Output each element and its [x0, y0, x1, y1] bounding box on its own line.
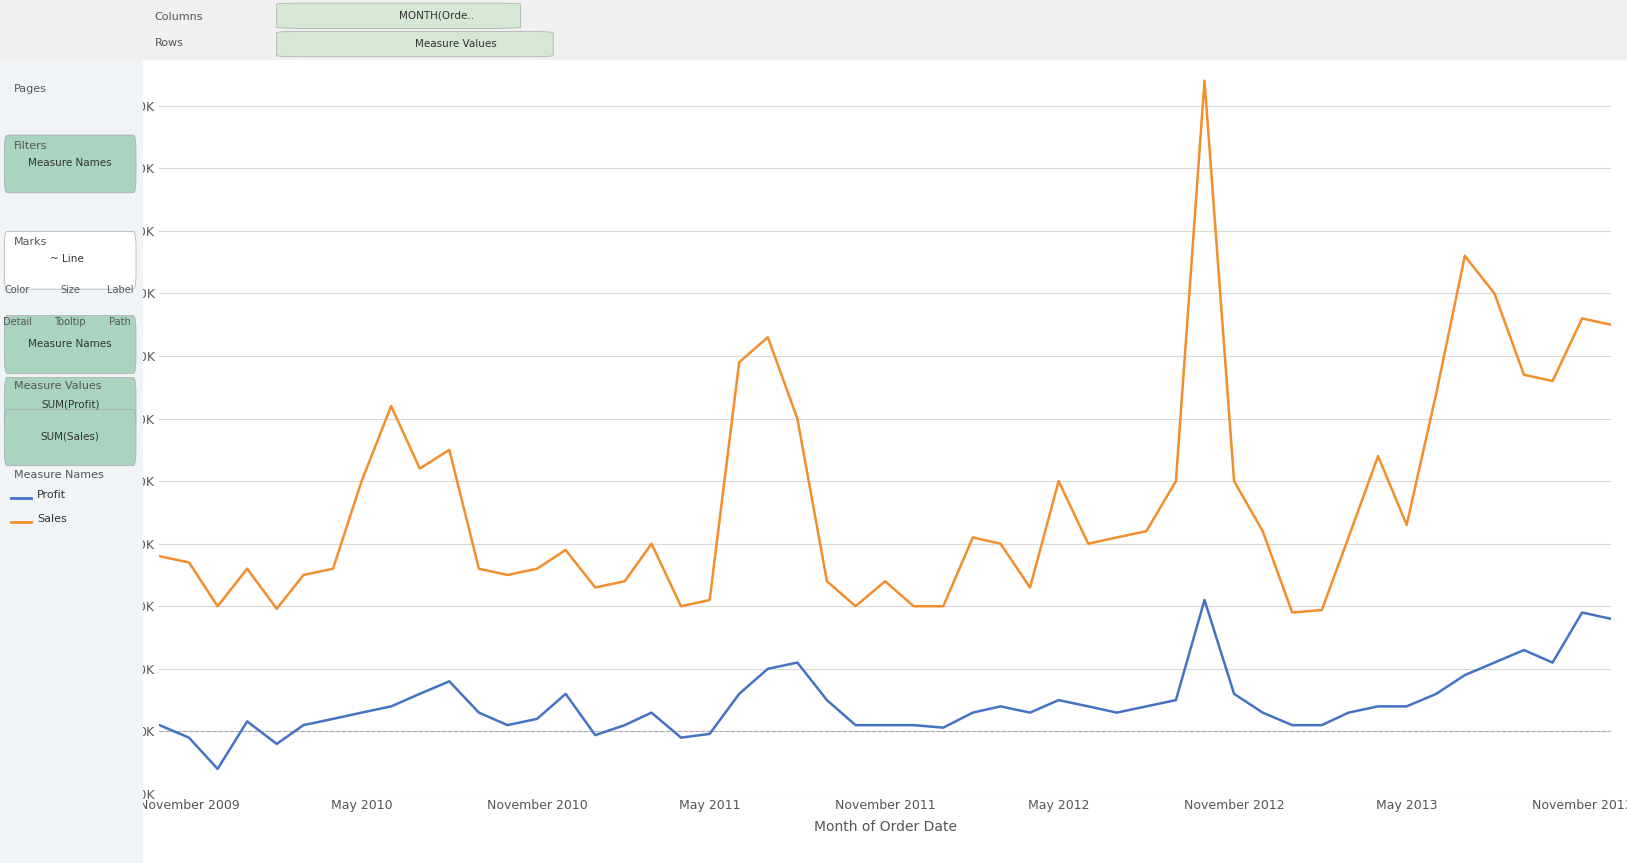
- Text: Tooltip: Tooltip: [54, 318, 86, 327]
- FancyBboxPatch shape: [277, 31, 553, 57]
- FancyBboxPatch shape: [5, 316, 137, 374]
- Text: Pages: Pages: [15, 85, 47, 94]
- FancyBboxPatch shape: [277, 3, 521, 28]
- Text: Detail: Detail: [3, 318, 31, 327]
- Text: Path: Path: [109, 318, 132, 327]
- Text: MONTH(Orde..: MONTH(Orde..: [399, 10, 473, 21]
- Text: Size: Size: [60, 285, 80, 295]
- Text: Measure Names: Measure Names: [28, 158, 112, 168]
- X-axis label: Month of Order Date: Month of Order Date: [814, 820, 957, 835]
- FancyBboxPatch shape: [5, 377, 137, 433]
- Text: Label: Label: [107, 285, 133, 295]
- Text: Filters: Filters: [15, 141, 47, 151]
- Text: Measure Names: Measure Names: [15, 469, 104, 480]
- Text: Color: Color: [5, 285, 29, 295]
- Text: Marks: Marks: [15, 237, 47, 247]
- Text: SUM(Profit): SUM(Profit): [41, 400, 99, 410]
- Text: Measure Values: Measure Values: [415, 39, 496, 49]
- Text: Profit: Profit: [37, 490, 67, 501]
- Y-axis label: Value: Value: [101, 400, 114, 438]
- Text: Columns: Columns: [155, 12, 203, 22]
- Text: Measure Names: Measure Names: [28, 338, 112, 349]
- Text: ~ Line: ~ Line: [50, 255, 85, 264]
- Text: Sales: Sales: [37, 514, 67, 525]
- FancyBboxPatch shape: [5, 135, 137, 192]
- Text: Rows: Rows: [155, 39, 184, 48]
- Text: SUM(Sales): SUM(Sales): [41, 432, 99, 442]
- Text: Measure Values: Measure Values: [15, 381, 103, 392]
- FancyBboxPatch shape: [5, 231, 137, 289]
- FancyBboxPatch shape: [5, 410, 137, 466]
